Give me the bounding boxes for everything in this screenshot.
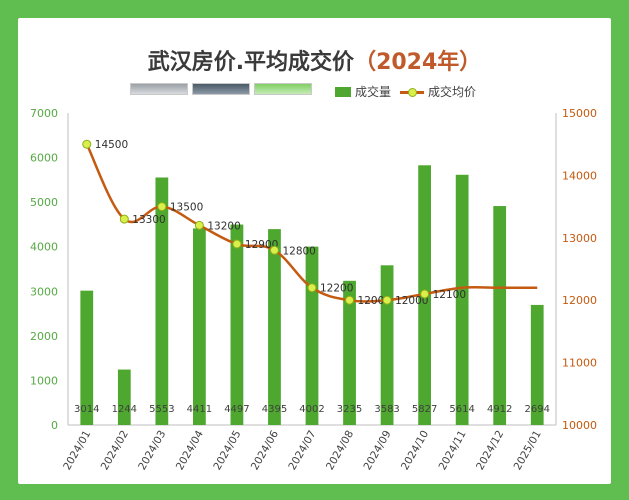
x-tick-label: 2024/01 — [61, 429, 93, 473]
bar-2024/08 — [343, 280, 356, 425]
bar-2024/01 — [80, 290, 94, 425]
x-tick-label: 2024/11 — [437, 429, 469, 473]
bar-2024/04 — [193, 228, 206, 425]
legend-blank-swatch-1 — [130, 83, 188, 95]
line-point-2024/05 — [232, 239, 242, 249]
legend-bar-swatch — [335, 86, 351, 97]
bar-data-label: 2694 — [525, 404, 550, 415]
legend-bar-item: 成交量 — [335, 83, 391, 100]
bar-data-label: 4395 — [262, 404, 287, 415]
chart-title-main: 武汉房价.平均成交价 — [147, 50, 355, 75]
left-tick-label: 1000 — [30, 374, 58, 387]
line-data-label: 13300 — [132, 214, 165, 226]
legend-bar-label: 成交量 — [355, 85, 392, 99]
chart-title: 武汉房价.平均成交价（2024年） — [0, 44, 629, 76]
bar-data-label: 3583 — [374, 404, 399, 415]
left-tick-label: 2000 — [30, 330, 58, 343]
line-data-label: 12900 — [245, 239, 278, 251]
x-tick-label: 2024/03 — [136, 429, 168, 473]
bar-data-label: 4497 — [224, 404, 249, 415]
line-point-2024/06 — [269, 245, 279, 255]
legend-line-item: 成交均价 — [400, 83, 476, 100]
bar-2024/06 — [268, 229, 281, 425]
line-point-2024/04 — [194, 220, 204, 230]
line-data-label: 12200 — [320, 283, 353, 295]
bar-data-label: 5614 — [449, 404, 474, 415]
x-tick-label: 2024/05 — [211, 429, 243, 473]
x-tick-label: 2024/09 — [361, 429, 393, 473]
x-tick-label: 2024/12 — [474, 429, 506, 473]
bar-data-label: 1244 — [112, 404, 137, 415]
bar-2024/03 — [155, 177, 169, 425]
line-data-label: 12800 — [282, 245, 315, 257]
x-tick-label: 2025/01 — [512, 429, 544, 473]
bar-data-label: 4411 — [187, 404, 212, 415]
right-tick-label: 10000 — [562, 419, 597, 432]
line-data-label: 12000 — [395, 295, 428, 307]
bar-2024/11 — [455, 174, 469, 425]
line-data-label: 13200 — [207, 220, 240, 232]
x-tick-label: 2024/07 — [286, 429, 318, 473]
right-tick-label: 14000 — [562, 169, 597, 182]
x-tick-label: 2024/08 — [324, 429, 356, 473]
line-data-label: 12000 — [358, 295, 391, 307]
x-tick-label: 2024/10 — [399, 429, 431, 473]
right-tick-label: 13000 — [562, 232, 597, 245]
bar-data-label: 3014 — [74, 404, 99, 415]
left-tick-label: 0 — [51, 419, 58, 432]
left-tick-label: 6000 — [30, 152, 58, 165]
line-data-label: 12100 — [433, 289, 466, 301]
bar-data-label: 3235 — [337, 404, 362, 415]
legend-line-label: 成交均价 — [428, 85, 477, 99]
legend-line-swatch — [400, 87, 424, 97]
chart-legend: 成交量 成交均价 — [130, 83, 530, 101]
line-point-2024/08 — [345, 295, 355, 305]
right-tick-label: 12000 — [562, 294, 597, 307]
left-tick-label: 4000 — [30, 241, 58, 254]
x-tick-label: 2024/04 — [174, 428, 206, 472]
left-tick-label: 3000 — [30, 285, 58, 298]
left-tick-label: 7000 — [30, 107, 58, 120]
line-point-2024/09 — [382, 295, 392, 305]
legend-blank-swatch-3 — [254, 83, 312, 95]
right-tick-label: 15000 — [562, 107, 597, 120]
line-point-2024/01 — [82, 139, 92, 149]
bar-2024/05 — [230, 224, 244, 425]
line-point-2024/03 — [157, 202, 167, 212]
bar-2025/01 — [530, 304, 544, 425]
legend-blank-swatch-2 — [192, 83, 250, 95]
bar-data-label: 4002 — [299, 404, 324, 415]
bar-data-label: 5553 — [149, 404, 174, 415]
line-point-2024/10 — [420, 289, 430, 299]
left-tick-label: 5000 — [30, 196, 58, 209]
bar-data-label: 5827 — [412, 404, 437, 415]
bar-2024/07 — [305, 246, 319, 425]
chart-title-year: （2024年） — [354, 50, 482, 75]
line-point-2024/02 — [119, 214, 129, 224]
line-data-label: 13500 — [170, 202, 203, 214]
bar-data-label: 4912 — [487, 404, 512, 415]
bar-2024/02 — [117, 369, 131, 425]
x-tick-label: 2024/06 — [249, 428, 281, 472]
right-tick-label: 11000 — [562, 357, 597, 370]
bar-2024/09 — [380, 265, 394, 425]
bar-2024/12 — [493, 206, 507, 425]
x-tick-label: 2024/02 — [99, 429, 131, 473]
line-point-2024/07 — [307, 283, 317, 293]
line-data-label: 14500 — [95, 139, 128, 151]
